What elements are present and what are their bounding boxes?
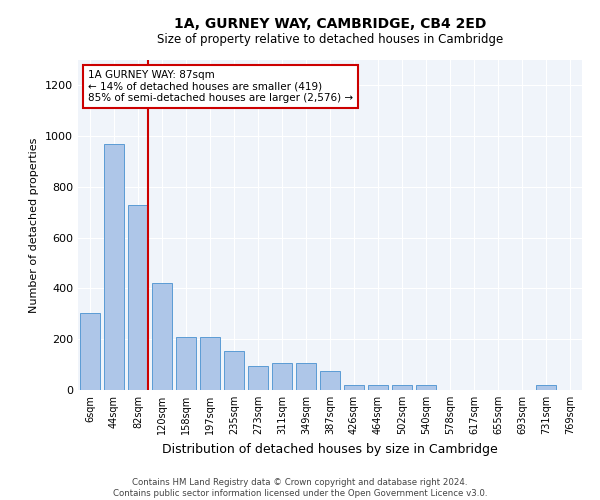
X-axis label: Distribution of detached houses by size in Cambridge: Distribution of detached houses by size … — [162, 442, 498, 456]
Bar — [176, 336, 196, 390]
Bar — [128, 204, 148, 390]
Bar — [152, 284, 172, 390]
Bar — [272, 364, 292, 390]
Bar — [248, 366, 268, 390]
Bar — [392, 385, 412, 390]
Bar — [320, 371, 340, 390]
Text: Size of property relative to detached houses in Cambridge: Size of property relative to detached ho… — [157, 32, 503, 46]
Bar — [224, 350, 244, 390]
Bar — [104, 144, 124, 390]
Y-axis label: Number of detached properties: Number of detached properties — [29, 138, 40, 312]
Bar — [344, 385, 364, 390]
Bar — [368, 385, 388, 390]
Text: Contains HM Land Registry data © Crown copyright and database right 2024.
Contai: Contains HM Land Registry data © Crown c… — [113, 478, 487, 498]
Text: 1A, GURNEY WAY, CAMBRIDGE, CB4 2ED: 1A, GURNEY WAY, CAMBRIDGE, CB4 2ED — [174, 18, 486, 32]
Text: 1A GURNEY WAY: 87sqm
← 14% of detached houses are smaller (419)
85% of semi-deta: 1A GURNEY WAY: 87sqm ← 14% of detached h… — [88, 70, 353, 103]
Bar — [536, 385, 556, 390]
Bar — [296, 364, 316, 390]
Bar — [200, 336, 220, 390]
Bar — [80, 312, 100, 390]
Bar — [416, 385, 436, 390]
